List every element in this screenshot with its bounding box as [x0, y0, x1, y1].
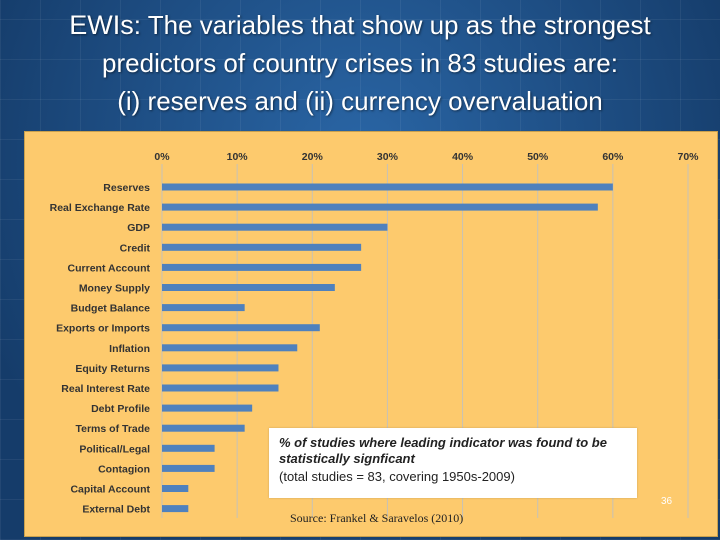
category-label: Equity Returns — [75, 363, 150, 375]
bar — [162, 243, 362, 251]
x-tick-label: 10% — [227, 151, 249, 163]
category-label: Political/Legal — [79, 443, 150, 455]
title-line-1: EWIs: The variables that show up as the … — [0, 6, 720, 44]
bar — [162, 464, 215, 472]
bar — [162, 404, 253, 412]
source-note: Source: Frankel & Saravelos (2010) — [290, 511, 464, 525]
category-label: Terms of Trade — [76, 423, 151, 435]
bar — [162, 505, 189, 513]
x-tick-label: 70% — [677, 151, 699, 163]
chart-legend-box: % of studies where leading indicator was… — [269, 428, 637, 498]
category-label: Exports or Imports — [56, 323, 150, 335]
category-label: Inflation — [109, 343, 150, 355]
category-label: Real Exchange Rate — [50, 202, 151, 214]
category-label: Credit — [120, 242, 151, 254]
title-line-2: predictors of country crises in 83 studi… — [102, 48, 618, 78]
bar — [162, 223, 388, 231]
x-tick-label: 0% — [154, 151, 170, 163]
x-tick-label: 60% — [602, 151, 624, 163]
bar — [162, 284, 335, 291]
category-label: External Debt — [82, 504, 150, 516]
x-tick-label: 20% — [302, 151, 324, 163]
category-label: Capital Account — [70, 484, 150, 496]
chart-panel: 0% 10% 20% 30% 40% 50% 60% 70% Reserves Real Exch… — [24, 131, 718, 537]
category-label: Budget Balance — [71, 303, 151, 315]
slide-title: EWIs: The variables that show up as the … — [0, 6, 720, 120]
legend-line-1: % of studies where leading indicator was… — [279, 435, 607, 450]
title-line-3: (i) reserves and (ii) currency overvalua… — [117, 86, 603, 116]
legend-line-2: statistically signficant — [279, 451, 415, 466]
category-label: Debt Profile — [91, 403, 150, 415]
bar — [162, 304, 245, 312]
bar — [162, 384, 279, 392]
bar — [162, 344, 298, 352]
legend-line-3: (total studies = 83, covering 1950s-2009… — [279, 469, 515, 484]
title-lead: EWIs — [69, 10, 134, 40]
bar — [162, 485, 189, 492]
x-tick-label: 40% — [452, 151, 474, 163]
x-tick-label: 30% — [377, 151, 399, 163]
category-label: Real Interest Rate — [61, 383, 150, 395]
category-label: GDP — [127, 222, 150, 234]
bar — [162, 424, 245, 432]
bar — [162, 444, 215, 452]
bar — [162, 183, 613, 191]
category-label: Contagion — [98, 463, 150, 475]
category-label: Current Account — [68, 262, 151, 274]
title-line-1-rest: : The variables that show up as the stro… — [133, 10, 651, 40]
bar — [162, 203, 598, 211]
slide-number: 36 — [661, 496, 673, 507]
bar-chart: 0% 10% 20% 30% 40% 50% 60% 70% Reserves Real Exch… — [50, 151, 699, 518]
bar — [162, 324, 320, 332]
bar — [162, 263, 362, 271]
category-label: Money Supply — [79, 283, 150, 295]
x-tick-label: 50% — [527, 151, 549, 163]
bar — [162, 364, 279, 372]
category-label: Reserves — [103, 182, 150, 194]
